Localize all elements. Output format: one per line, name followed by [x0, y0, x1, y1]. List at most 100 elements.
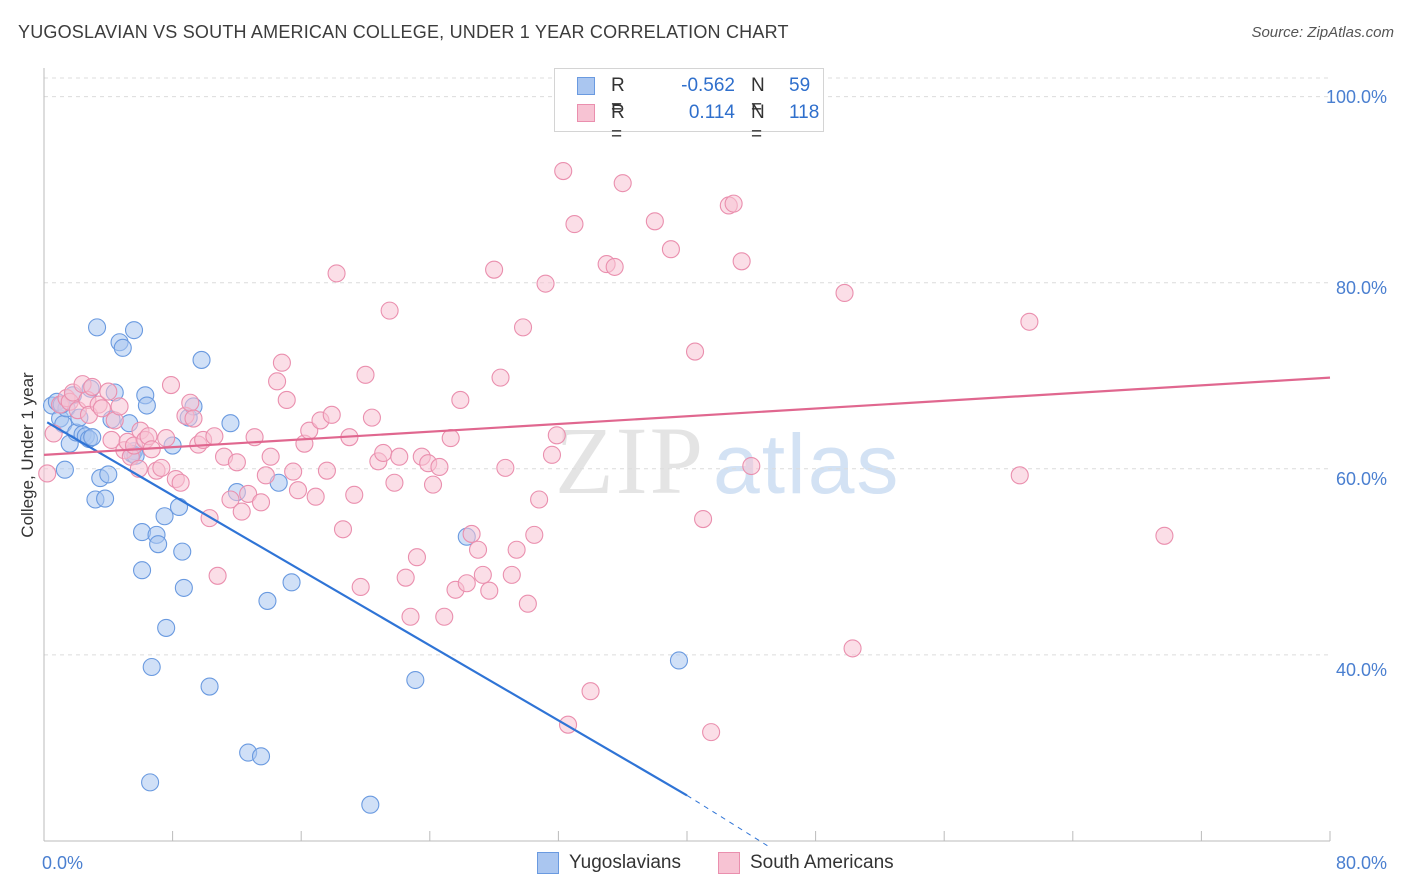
watermark-zip: ZIP [555, 407, 705, 514]
y-tick-label-40: 40.0% [1336, 660, 1388, 680]
south-americans-point [645, 212, 664, 231]
y-tick-label-80: 80.0% [1336, 278, 1388, 298]
n-value: 59 [789, 75, 811, 96]
south-americans-point [317, 461, 336, 480]
south-americans-point [239, 484, 258, 503]
yugoslavians-point [141, 773, 160, 792]
r-label: R = [611, 102, 625, 145]
south-americans-point [496, 458, 515, 477]
south-americans-point [525, 525, 544, 544]
y-tick-label-100: 100.0% [1326, 87, 1388, 107]
south-americans-point [462, 524, 481, 543]
yugoslavians-point [361, 795, 380, 814]
south-americans-point [685, 342, 705, 361]
yugoslavians-point [251, 747, 271, 766]
south-americans-point [430, 457, 449, 476]
r-value: 0.114 [688, 102, 735, 123]
chart-source: Source: ZipAtlas.com [1251, 24, 1394, 41]
yugoslavians-point [142, 657, 161, 677]
yugoslavians-point [133, 561, 152, 580]
n-label: N = [751, 102, 765, 145]
south-americans-point [536, 274, 555, 293]
south-americans-point [227, 453, 246, 472]
yugoslavians-point [113, 338, 132, 357]
yugoslavians-point [124, 321, 144, 340]
stats-legend: R = -0.562 N = 59 R = 0.114 N = 118 [554, 68, 824, 145]
yugoslavians-legend-label: Yugoslavians [569, 852, 681, 873]
yugoslavians-point [155, 507, 174, 526]
south-americans-point [161, 376, 181, 395]
south-americans-point [261, 447, 280, 466]
south-americans-point [152, 458, 171, 477]
south-americans-point [581, 682, 600, 701]
south-americans-point [451, 390, 470, 409]
south-americans-point [322, 405, 341, 424]
south-americans-point [513, 318, 533, 337]
south-americans-point [99, 382, 118, 401]
yugoslavians-point [96, 489, 115, 508]
x-tick-label-max: 80.0% [1336, 853, 1388, 873]
south-americans-point [1020, 312, 1039, 331]
south-americans-point [835, 283, 854, 302]
south-americans-point [385, 473, 404, 492]
south-americans-point [333, 520, 353, 539]
south-americans-point [380, 301, 399, 320]
yugoslavians-point [99, 465, 118, 484]
south-americans-point [374, 443, 393, 463]
yugoslavians-point [169, 497, 189, 517]
south-americans-trend-line [43, 376, 1331, 456]
south-americans-point [724, 194, 743, 213]
south-americans-point [44, 424, 63, 443]
south-americans-point [288, 481, 308, 500]
south-americans-point [272, 353, 291, 372]
south-americans-point [491, 368, 510, 387]
south-americans-point [473, 565, 492, 584]
south-americans-swatch [577, 104, 595, 122]
yugoslavians-point [406, 670, 425, 690]
south-americans-point [480, 581, 499, 600]
south-americans-point [732, 252, 751, 271]
n-value: 118 [789, 102, 820, 123]
south-americans-point [485, 260, 504, 279]
yugoslavians-point [55, 460, 74, 479]
south-americans-point [530, 490, 549, 509]
south-americans-point [1010, 466, 1029, 485]
south-americans-point [441, 429, 460, 448]
south-americans-point [435, 607, 454, 626]
south-americans-point [396, 568, 415, 587]
south-americans-point [565, 215, 584, 234]
south-americans-point [184, 409, 203, 428]
south-americans-legend-swatch [718, 852, 740, 874]
south-americans-point [661, 240, 680, 259]
south-americans-point [1155, 526, 1174, 545]
south-americans-point [502, 565, 521, 584]
south-americans-point [742, 456, 761, 476]
south-americans-point [843, 639, 862, 658]
south-americans-point [83, 377, 102, 396]
x-tick-label-min: 0.0% [42, 853, 84, 873]
south-americans-point [221, 490, 240, 509]
y-tick-label-60: 60.0% [1336, 469, 1388, 489]
south-americans-point [401, 607, 420, 626]
south-americans-point [284, 462, 303, 481]
yugoslavians-point [157, 618, 176, 637]
south-americans-point [362, 408, 381, 427]
south-americans-point [605, 257, 624, 276]
chart-title: YUGOSLAVIAN VS SOUTH AMERICAN COLLEGE, U… [18, 22, 789, 42]
yugoslavians-point [174, 578, 193, 597]
yugoslavians-point [83, 428, 102, 447]
yugoslavians-trend-line-extension [686, 794, 768, 847]
south-americans-legend-label: South Americans [750, 852, 894, 873]
yugoslavians-point [149, 535, 168, 554]
south-americans-point [208, 566, 227, 585]
south-americans-point [468, 540, 488, 559]
watermark: ZIPatlas [555, 405, 900, 516]
south-americans-point [251, 493, 271, 512]
south-americans-point [327, 264, 346, 283]
south-americans-point [232, 502, 251, 521]
south-americans-point [518, 594, 537, 613]
south-americans-point [171, 473, 190, 492]
yugoslavians-point [200, 677, 219, 696]
yugoslavians-point [669, 651, 689, 670]
